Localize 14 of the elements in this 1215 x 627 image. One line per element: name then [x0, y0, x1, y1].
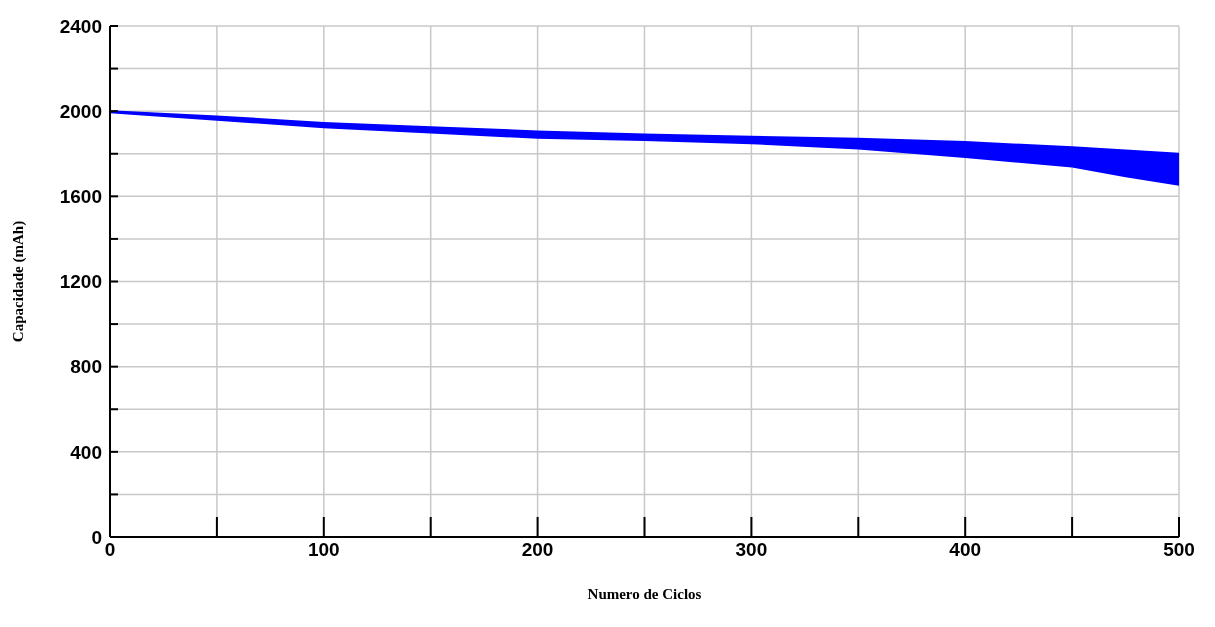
y-tick-label: 2000	[59, 100, 102, 122]
y-tick-label: 1200	[59, 271, 102, 293]
y-tick-label: 400	[70, 441, 102, 463]
x-tick-label: 200	[521, 539, 554, 561]
y-tick-label: 800	[70, 356, 102, 378]
y-axis-title: Capacidade (mAh)	[10, 220, 28, 343]
x-tick-label: 400	[949, 539, 982, 561]
y-tick-label: 1600	[59, 186, 102, 208]
x-axis-title: Numero de Ciclos	[587, 586, 702, 602]
x-tick-label: 500	[1163, 539, 1195, 561]
x-tick-label: 0	[104, 539, 116, 561]
x-tick-label: 300	[735, 539, 768, 561]
x-tick-label: 100	[307, 539, 340, 561]
y-tick-label: 2400	[59, 15, 102, 37]
